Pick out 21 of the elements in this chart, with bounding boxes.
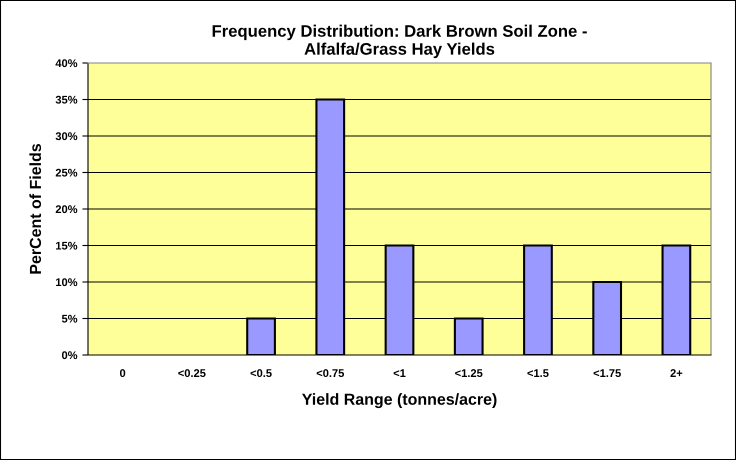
y-tick-label: 5% — [62, 314, 78, 323]
y-tick-label: 0% — [62, 351, 78, 360]
x-tick-label: 0 — [120, 369, 126, 378]
x-tick-label: <1 — [394, 369, 406, 377]
y-tick-label: 35% — [56, 96, 78, 104]
x-tick-label: <0.75 — [316, 369, 344, 378]
x-tick-label: 2+ — [670, 369, 682, 377]
x-tick-label: <1.75 — [594, 369, 621, 378]
y-tick-label: 15% — [56, 242, 78, 250]
y-axis-title: PerCent of Fields — [29, 144, 42, 274]
y-tick-label: 20% — [56, 205, 78, 214]
chart-title: Frequency Distribution: Dark Brown Soil Zone - Alfalfa/Grass Hay Yields — [212, 24, 587, 58]
x-tick-label: <0.25 — [178, 369, 206, 378]
x-tick-label: <0.5 — [250, 369, 272, 378]
y-tick-label: 40% — [56, 59, 78, 68]
y-tick-label: 25% — [56, 168, 78, 177]
x-axis-title: Yield Range (tonnes/acre) — [302, 393, 496, 408]
y-tick-label: 10% — [56, 278, 78, 286]
x-tick-label: <1.5 — [527, 369, 549, 378]
y-tick-label: 30% — [56, 132, 78, 140]
x-tick-label: <1.25 — [455, 369, 482, 378]
